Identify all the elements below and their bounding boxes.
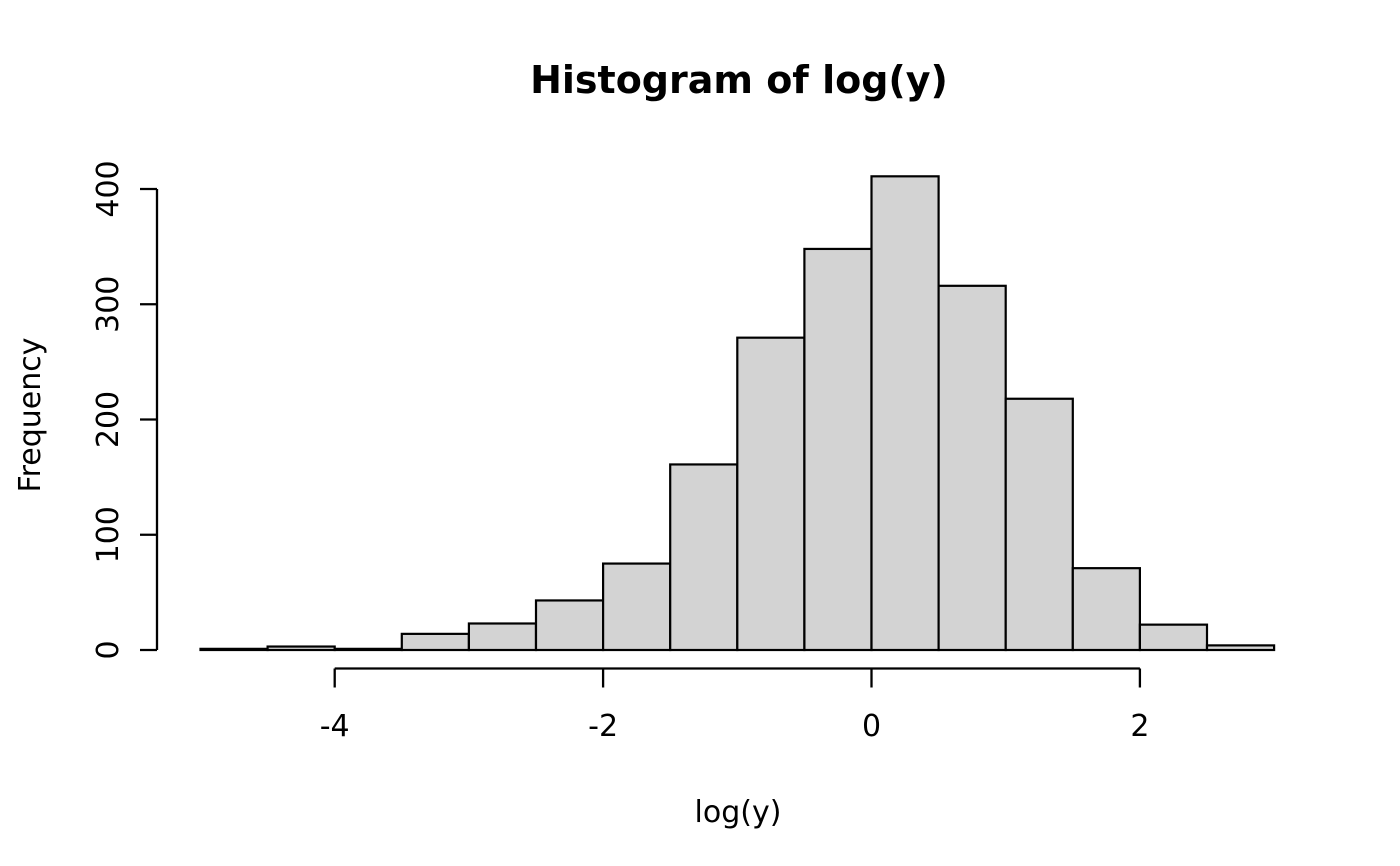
x-tick-label: -2: [588, 709, 618, 744]
y-tick-label: 200: [91, 391, 126, 448]
bars-group: [199, 175, 1276, 652]
histogram-bar: [601, 562, 672, 652]
x-tick-label: -4: [320, 709, 350, 744]
histogram-bar: [1205, 644, 1276, 652]
y-tick-label: 100: [91, 506, 126, 563]
histogram-bar: [266, 645, 336, 652]
histogram-bar: [669, 463, 739, 652]
histogram-bar: [937, 284, 1007, 652]
histogram-bar: [1138, 623, 1209, 652]
histogram-bar: [467, 622, 538, 652]
y-tick-label: 0: [91, 640, 126, 659]
histogram-bar: [736, 336, 806, 652]
histogram-bar: [1071, 567, 1142, 652]
x-tick-label: 0: [862, 709, 881, 744]
histogram-bar: [400, 632, 470, 652]
histogram-bar: [803, 247, 873, 652]
y-axis-label: Frequency: [13, 338, 48, 493]
histogram-bar: [870, 175, 940, 652]
x-tick-label: 2: [1130, 709, 1149, 744]
histogram-bar: [1004, 397, 1074, 652]
y-axis: 0 100 200 300 400: [91, 160, 159, 660]
histogram-bar: [333, 647, 403, 652]
x-axis: -4 -2 0 2: [320, 667, 1149, 744]
y-tick-label: 300: [91, 276, 126, 333]
histogram-bar: [534, 599, 605, 652]
histogram-bar: [199, 647, 269, 652]
y-tick-label: 400: [91, 160, 126, 217]
x-axis-label: log(y): [695, 795, 782, 830]
chart-title: Histogram of log(y): [530, 58, 948, 102]
